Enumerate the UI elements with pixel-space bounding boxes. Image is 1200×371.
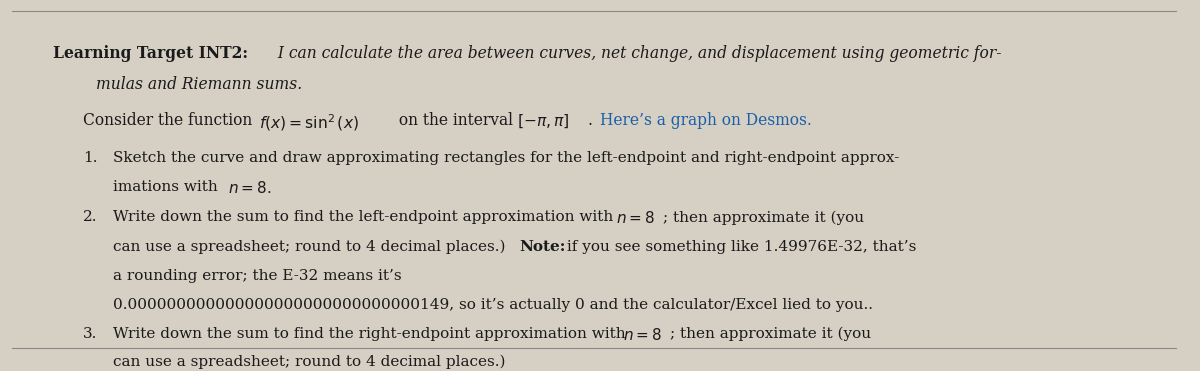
Text: 0.000000000000000000000000000000149, so it’s actually 0 and the calculator/Excel: 0.000000000000000000000000000000149, so … <box>113 298 872 312</box>
Text: 1.: 1. <box>83 151 97 165</box>
Text: mulas and Riemann sums.: mulas and Riemann sums. <box>96 76 302 93</box>
Text: $f(x) = \sin^2(x)$: $f(x) = \sin^2(x)$ <box>259 112 359 133</box>
Text: on the interval: on the interval <box>395 112 518 129</box>
Text: $[-\pi, \pi]$: $[-\pi, \pi]$ <box>517 112 569 130</box>
Text: $n = 8$: $n = 8$ <box>617 210 655 226</box>
Text: Sketch the curve and draw approximating rectangles for the left-endpoint and rig: Sketch the curve and draw approximating … <box>113 151 899 165</box>
Text: Learning Target INT2:: Learning Target INT2: <box>54 45 248 62</box>
Text: if you see something like 1.49976E-32, that’s: if you see something like 1.49976E-32, t… <box>562 240 916 253</box>
Text: Note:: Note: <box>518 240 565 253</box>
Text: .: . <box>588 112 598 129</box>
Text: Write down the sum to find the right-endpoint approximation with: Write down the sum to find the right-end… <box>113 326 630 341</box>
Text: 2.: 2. <box>83 210 97 224</box>
Text: $n = 8$.: $n = 8$. <box>228 180 271 196</box>
Text: $n = 8$: $n = 8$ <box>624 326 662 342</box>
Text: a rounding error; the E-32 means it’s: a rounding error; the E-32 means it’s <box>113 269 402 283</box>
Text: imations with: imations with <box>113 180 222 194</box>
Text: Write down the sum to find the left-endpoint approximation with: Write down the sum to find the left-endp… <box>113 210 618 224</box>
Text: I can calculate the area between curves, net change, and displacement using geom: I can calculate the area between curves,… <box>274 45 1002 62</box>
Text: 3.: 3. <box>83 326 97 341</box>
Text: can use a spreadsheet; round to 4 decimal places.): can use a spreadsheet; round to 4 decima… <box>113 240 510 254</box>
Text: Consider the function: Consider the function <box>83 112 257 129</box>
Text: ; then approximate it (you: ; then approximate it (you <box>662 210 864 225</box>
Text: can use a spreadsheet; round to 4 decimal places.): can use a spreadsheet; round to 4 decima… <box>113 355 505 369</box>
Text: ; then approximate it (you: ; then approximate it (you <box>670 326 871 341</box>
Text: Here’s a graph on Desmos.: Here’s a graph on Desmos. <box>600 112 811 129</box>
